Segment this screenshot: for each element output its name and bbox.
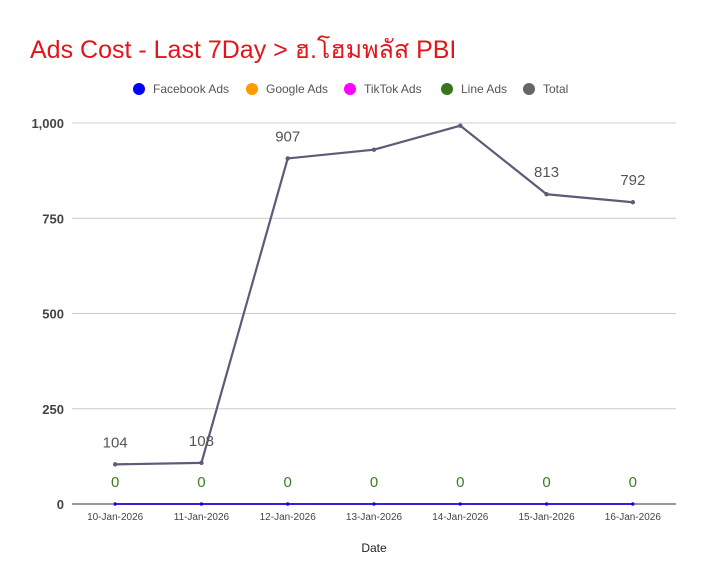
data-point <box>113 502 117 506</box>
data-label-total: 907 <box>275 128 300 145</box>
x-tick-label: 14-Jan-2026 <box>432 512 489 523</box>
y-tick-label: 250 <box>42 402 64 417</box>
legend-marker-total <box>523 83 535 95</box>
data-label-total: 104 <box>103 434 128 451</box>
x-tick-label: 16-Jan-2026 <box>605 512 662 523</box>
data-label-total: 108 <box>189 433 214 450</box>
data-label-total: 813 <box>534 164 559 181</box>
data-point <box>372 502 376 506</box>
data-point <box>286 502 290 506</box>
series-lines <box>112 123 636 506</box>
data-label-line-ads: 0 <box>456 474 464 491</box>
legend-marker-line-ads <box>441 83 453 95</box>
x-tick-label: 13-Jan-2026 <box>346 512 403 523</box>
data-label-total: 792 <box>620 172 645 189</box>
data-label-line-ads: 0 <box>197 474 205 491</box>
data-label-line-ads: 0 <box>370 474 378 491</box>
legend-label: Line Ads <box>461 82 507 96</box>
legend: Facebook Ads Google Ads TikTok Ads Line Ads… <box>133 82 568 96</box>
data-point <box>285 156 290 161</box>
data-point <box>458 123 463 128</box>
y-tick-label: 1,000 <box>31 116 64 131</box>
legend-label: TikTok Ads <box>364 82 422 96</box>
data-labels: 104 108 907 813 792 0 0 0 0 0 0 0 <box>103 128 646 491</box>
y-tick-label: 500 <box>42 307 64 322</box>
data-point <box>199 460 204 466</box>
x-axis-title: Date <box>361 541 387 555</box>
legend-label: Facebook Ads <box>153 82 229 96</box>
legend-marker-facebook-ads <box>133 83 145 95</box>
data-label-line-ads: 0 <box>284 474 292 491</box>
data-point <box>371 147 377 152</box>
data-point <box>458 502 462 506</box>
x-tick-label: 15-Jan-2026 <box>518 512 575 523</box>
chart-title: Ads Cost - Last 7Day > ฮ.โฮมพลัส PBI <box>30 36 457 64</box>
data-label-line-ads: 0 <box>111 474 119 491</box>
y-tick-label: 750 <box>42 211 64 226</box>
data-point <box>631 502 635 506</box>
legend-label: Total <box>543 82 568 96</box>
data-label-line-ads: 0 <box>629 474 637 491</box>
x-tick-label: 10-Jan-2026 <box>87 512 144 523</box>
y-axis-ticks: 0 250 500 750 1,000 <box>31 116 64 512</box>
data-point <box>112 462 118 467</box>
data-point <box>544 192 549 197</box>
data-point <box>544 502 549 506</box>
x-tick-label: 12-Jan-2026 <box>260 512 317 523</box>
y-tick-label: 0 <box>57 497 64 512</box>
legend-marker-google-ads <box>246 83 258 95</box>
x-tick-label: 11-Jan-2026 <box>174 512 230 523</box>
data-label-line-ads: 0 <box>542 474 550 491</box>
gridlines <box>72 122 676 505</box>
data-point <box>199 502 204 506</box>
legend-label: Google Ads <box>266 82 328 96</box>
legend-marker-tiktok-ads <box>344 83 356 95</box>
data-point <box>630 200 636 205</box>
x-axis-ticks: 10-Jan-2026 11-Jan-2026 12-Jan-2026 13-Jan-… <box>87 512 661 523</box>
